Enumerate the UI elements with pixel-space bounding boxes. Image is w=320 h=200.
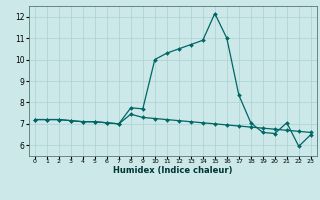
X-axis label: Humidex (Indice chaleur): Humidex (Indice chaleur) xyxy=(113,166,233,175)
